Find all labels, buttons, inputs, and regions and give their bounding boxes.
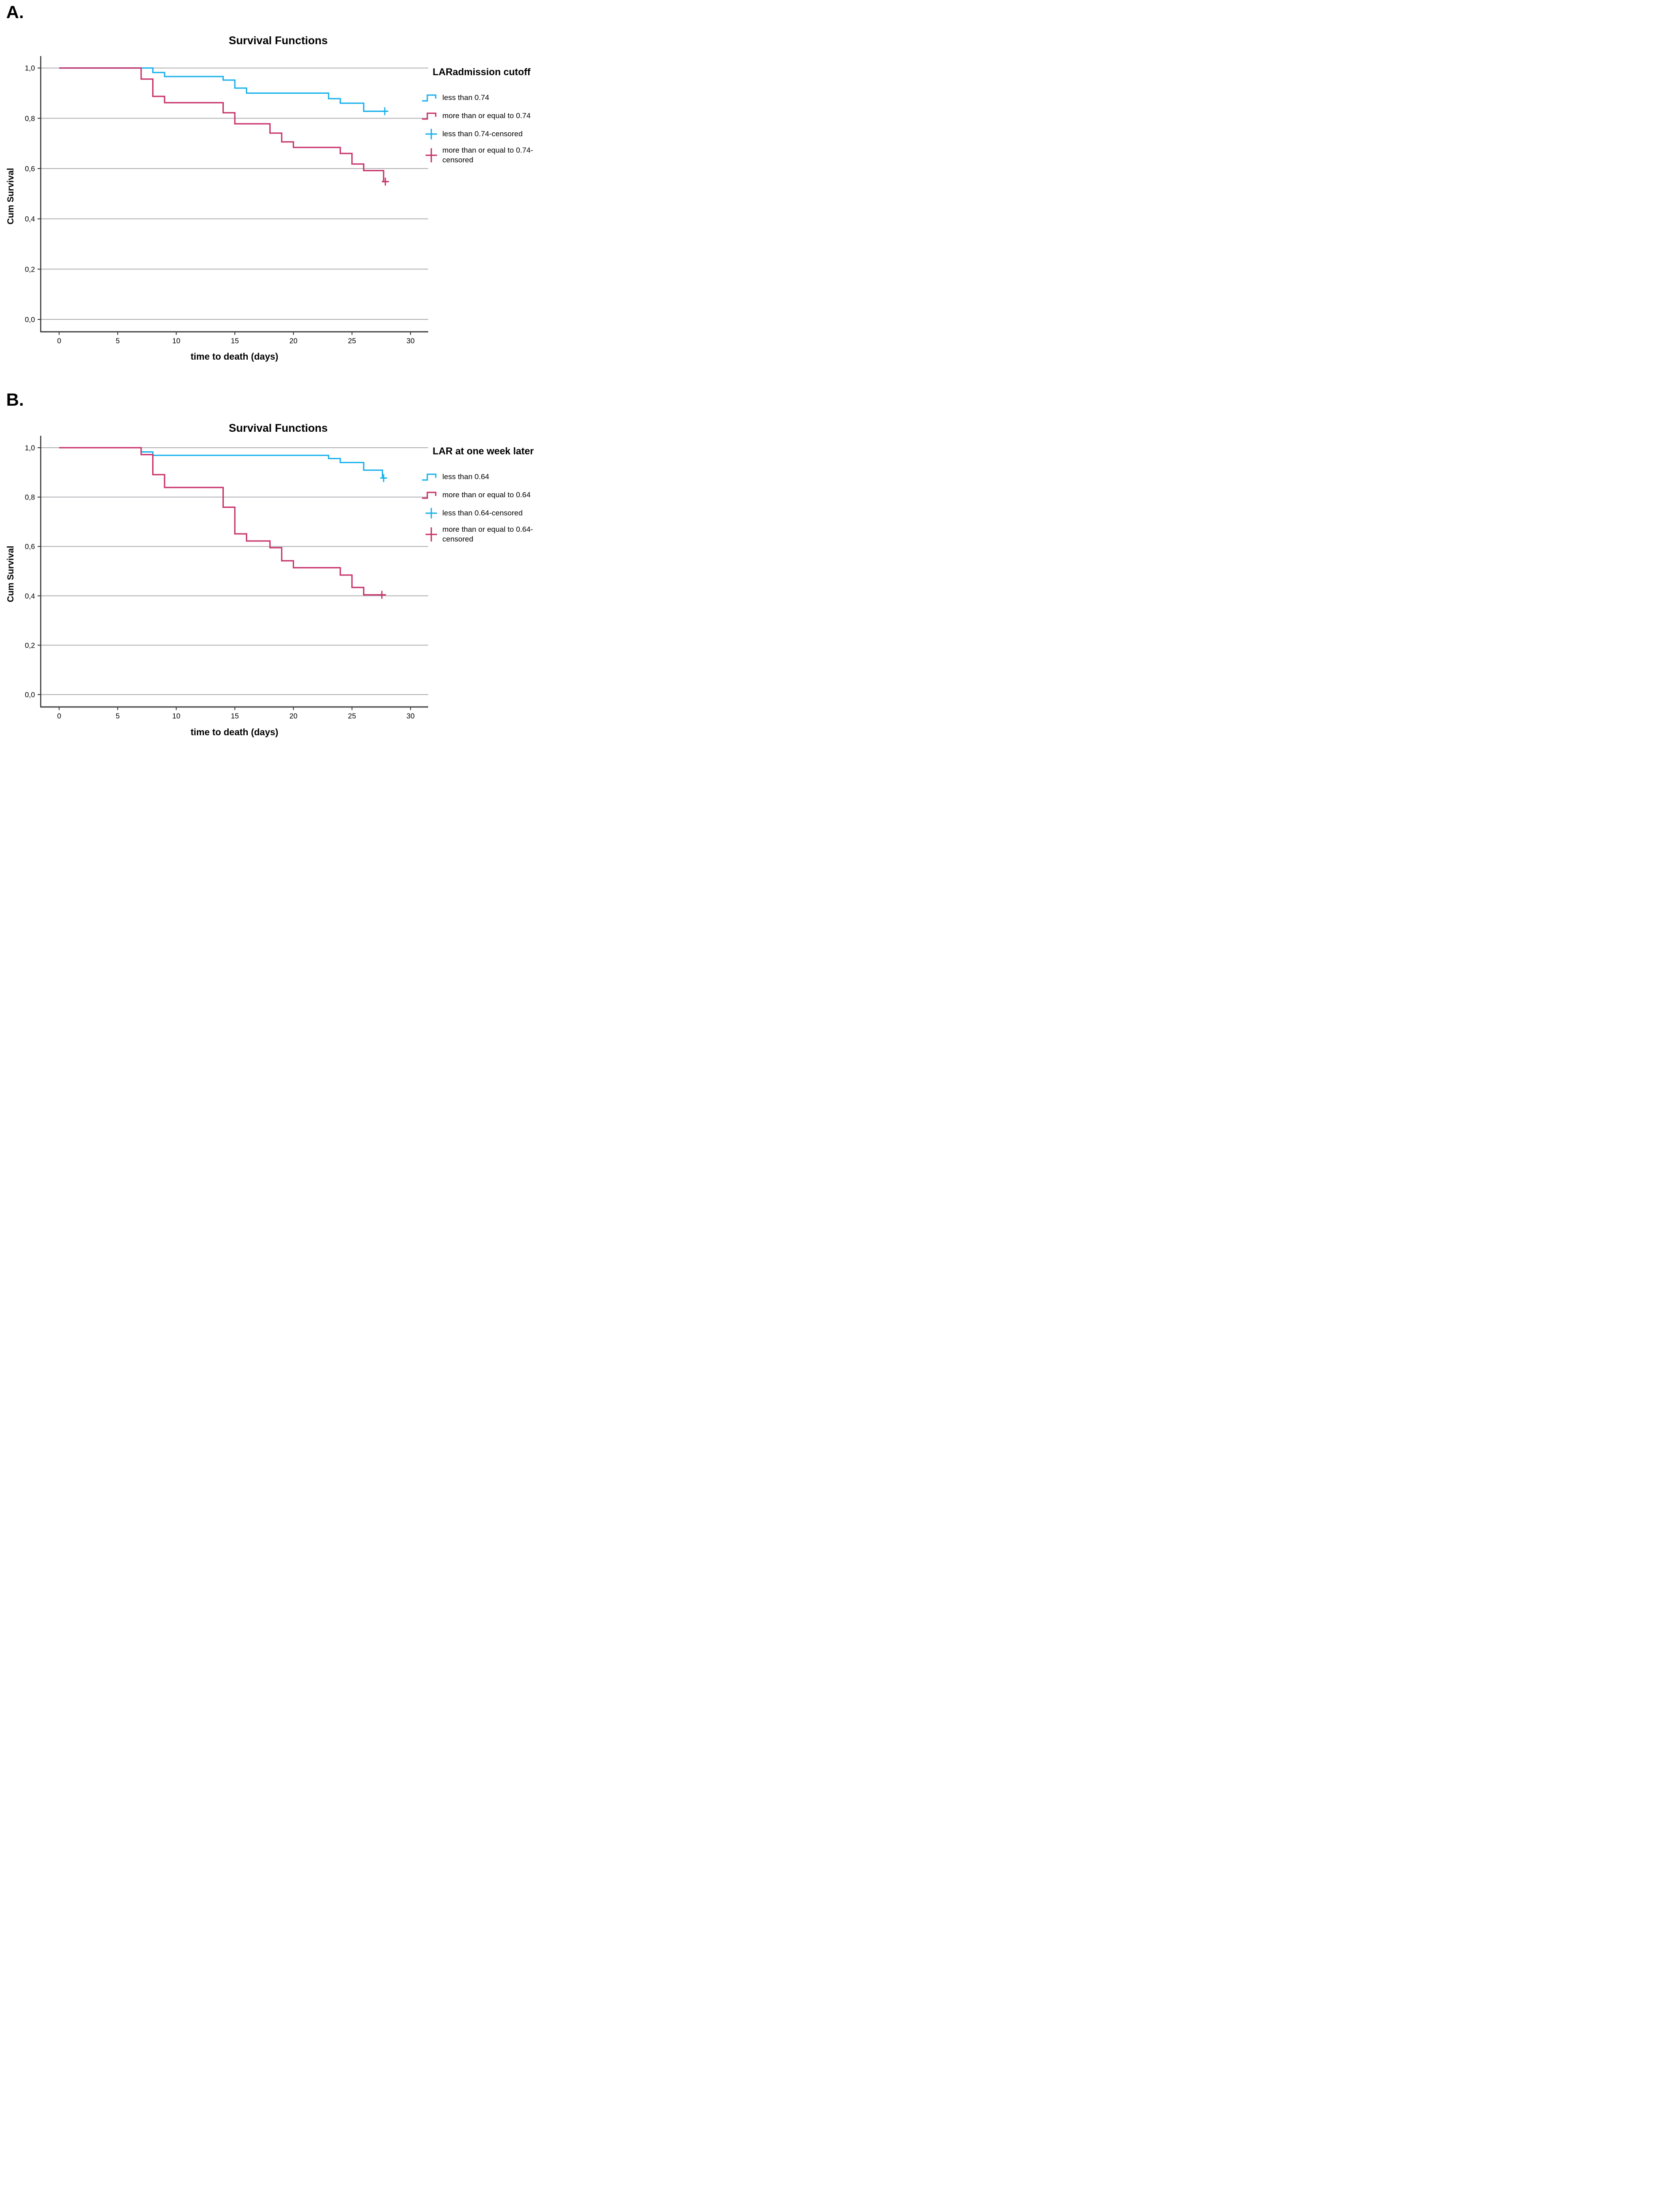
x-tick-label: 20 — [289, 337, 297, 345]
x-axis-label-b: time to death (days) — [190, 727, 279, 737]
survival-curve-blue — [59, 447, 386, 479]
legend-entry: less than 0.74 — [421, 88, 556, 107]
censor-cross-icon — [426, 507, 437, 518]
x-tick-label: 0 — [57, 337, 61, 345]
censor-cross-icon — [426, 128, 437, 139]
x-axis-label-a: time to death (days) — [190, 352, 279, 362]
step-line-icon — [422, 492, 437, 499]
legend-entry-label: less than 0.74-censored — [442, 129, 523, 138]
x-tick-label: 30 — [407, 712, 414, 720]
censor-cross-icon — [426, 148, 437, 162]
step-line-icon — [422, 473, 437, 480]
legend-entry: more than or equal to 0.64- censored — [421, 522, 556, 547]
legend-entry-label: less than 0.64 — [442, 472, 489, 481]
y-tick-label: 1,0 — [25, 65, 35, 73]
y-tick-label: 0,4 — [25, 215, 35, 223]
legend-entry-label: more than or equal to 0.64 — [442, 490, 531, 499]
panel-b: B. Survival Functions Cum Survival 1,0 0,… — [0, 388, 556, 747]
survival-curve-blue — [59, 67, 388, 112]
panel-b-label: B. — [6, 390, 24, 410]
x-tick-label: 10 — [172, 337, 180, 345]
y-tick-label: 0,2 — [25, 641, 35, 649]
legend-entry-label: more than or equal to 0.74 — [442, 111, 531, 120]
panel-a-label: A. — [6, 3, 24, 22]
step-line-icon — [422, 94, 437, 101]
legend-entry: more than or equal to 0.64 — [421, 486, 556, 504]
y-tick-label: 0,0 — [25, 691, 35, 699]
legend-entry: less than 0.64 — [421, 468, 556, 486]
chart-title-b: Survival Functions — [229, 422, 328, 434]
y-tick-label: 0,6 — [25, 165, 35, 173]
legend-a: LARadmission cutoff less than 0.74 more … — [421, 66, 556, 168]
x-tick-label: 5 — [116, 712, 120, 720]
step-line-icon — [422, 112, 437, 119]
legend-entry: more than or equal to 0.74 — [421, 107, 556, 125]
survival-curve-red — [59, 447, 386, 596]
survival-curve-red — [59, 67, 388, 183]
y-tick-label: 0,8 — [25, 494, 35, 502]
chart-title-a: Survival Functions — [229, 35, 328, 47]
x-tick-label: 20 — [289, 712, 297, 720]
y-tick-label: 0,0 — [25, 316, 35, 324]
x-tick-label: 25 — [348, 337, 356, 345]
y-tick-label: 0,8 — [25, 115, 35, 123]
legend-entry: less than 0.64-censored — [421, 504, 556, 522]
x-tick-label: 15 — [231, 337, 239, 345]
legend-title-b: LAR at one week later — [433, 445, 534, 457]
legend-entry: more than or equal to 0.74- censored — [421, 143, 556, 168]
x-tick-label: 30 — [407, 337, 414, 345]
censor-cross-icon — [426, 527, 437, 541]
legend-entry: less than 0.74-censored — [421, 125, 556, 143]
panel-a: A. Survival Functions Cum Survival 1,0 0,… — [0, 0, 556, 388]
figure-page: A. Survival Functions Cum Survival 1,0 0,… — [0, 0, 556, 747]
legend-entry-label: less than 0.74 — [442, 93, 489, 102]
legend-entry-label: more than or equal to 0.74- censored — [442, 146, 533, 164]
legend-entry-label: less than 0.64-censored — [442, 508, 523, 517]
x-tick-label: 10 — [172, 712, 180, 720]
x-tick-label: 25 — [348, 712, 356, 720]
y-tick-label: 1,0 — [25, 444, 35, 452]
km-plot-a: 1,0 0,8 0,6 0,4 0,2 0,0 0 5 10 15 20 25 30 — [25, 56, 428, 345]
km-plot-b: 1,0 0,8 0,6 0,4 0,2 0,0 0 5 10 15 20 25 30 — [25, 436, 428, 720]
y-tick-label: 0,6 — [25, 543, 35, 551]
y-tick-label: 0,2 — [25, 265, 35, 273]
x-tick-label: 5 — [116, 337, 120, 345]
x-tick-label: 15 — [231, 712, 239, 720]
legend-b: LAR at one week later less than 0.64 mor… — [421, 445, 556, 547]
legend-title-a: LARadmission cutoff — [433, 66, 531, 77]
y-tick-label: 0,4 — [25, 592, 35, 600]
x-tick-label: 0 — [57, 712, 61, 720]
legend-entry-label: more than or equal to 0.64- censored — [442, 525, 533, 543]
